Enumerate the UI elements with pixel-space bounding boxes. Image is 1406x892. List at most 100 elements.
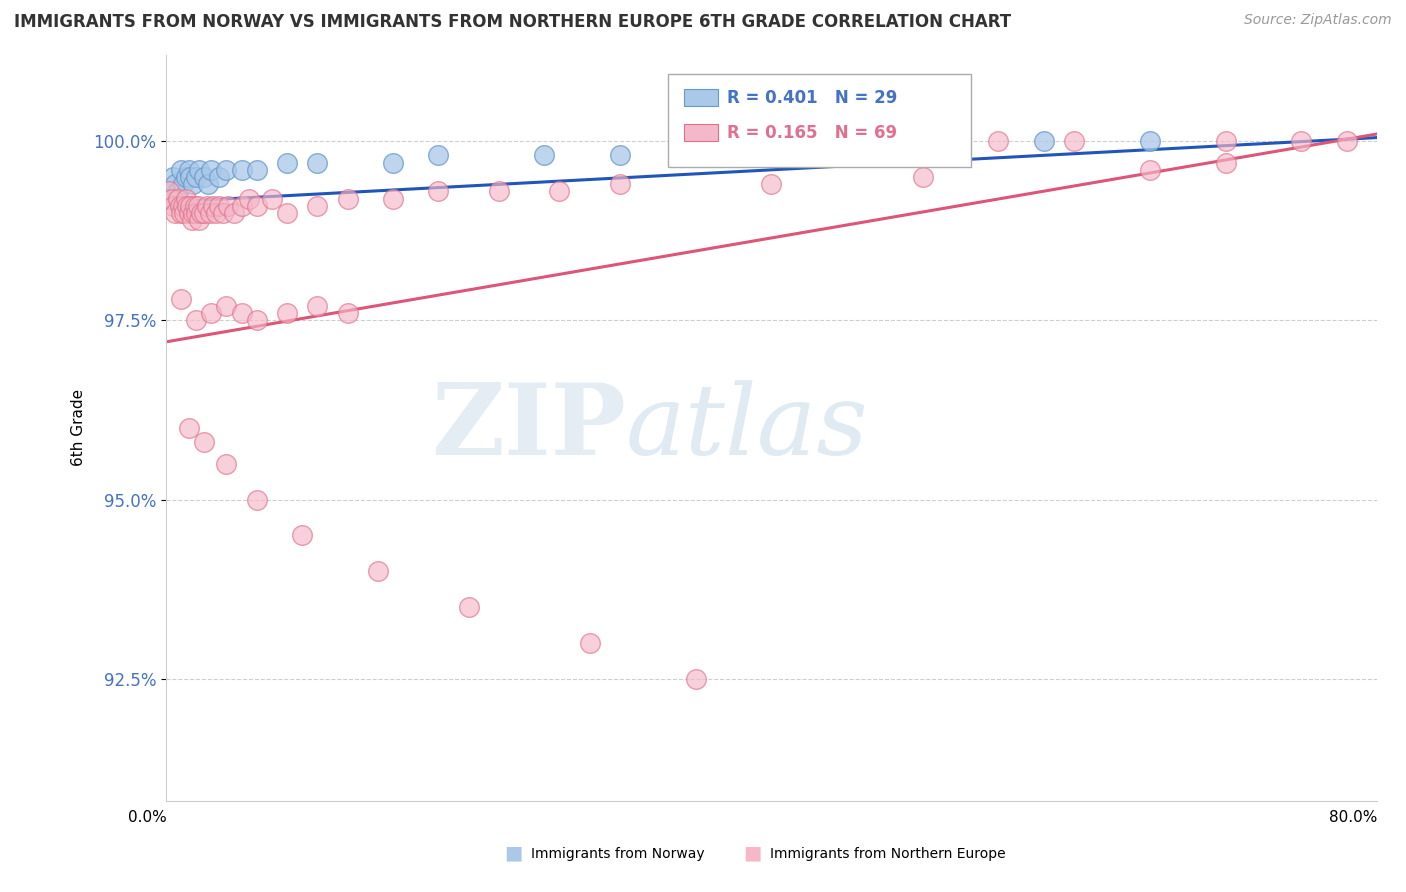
Point xyxy=(177,162,200,177)
Point xyxy=(172,177,194,191)
Point xyxy=(159,192,181,206)
Point xyxy=(238,192,260,206)
Point xyxy=(609,148,631,162)
Point xyxy=(188,213,211,227)
Point xyxy=(172,199,194,213)
Text: Immigrants from Northern Europe: Immigrants from Northern Europe xyxy=(770,847,1007,861)
Point xyxy=(163,206,186,220)
Point xyxy=(188,162,211,177)
Text: 80.0%: 80.0% xyxy=(1329,810,1376,825)
Point xyxy=(183,199,205,213)
Text: ■: ■ xyxy=(503,843,523,862)
Point xyxy=(193,206,215,220)
Point xyxy=(180,213,202,227)
Point xyxy=(835,141,858,155)
Point xyxy=(291,528,314,542)
Point xyxy=(212,206,235,220)
Point xyxy=(761,177,783,191)
Point xyxy=(1289,134,1312,148)
Point xyxy=(231,162,253,177)
Point xyxy=(381,155,404,169)
Point xyxy=(1139,162,1161,177)
Point xyxy=(1032,134,1054,148)
Point xyxy=(730,141,752,155)
Point xyxy=(170,206,193,220)
Point xyxy=(208,169,231,184)
Point xyxy=(1063,134,1085,148)
Point xyxy=(200,306,222,320)
FancyBboxPatch shape xyxy=(685,89,718,106)
Point xyxy=(179,169,201,184)
Point xyxy=(1215,134,1237,148)
Point xyxy=(307,155,329,169)
Point xyxy=(198,206,221,220)
Point xyxy=(246,199,269,213)
Point xyxy=(197,177,219,191)
Point xyxy=(246,313,269,327)
Point xyxy=(170,162,193,177)
Point xyxy=(162,199,184,213)
Point xyxy=(987,134,1010,148)
Point xyxy=(276,155,298,169)
Point xyxy=(457,600,479,615)
Y-axis label: 6th Grade: 6th Grade xyxy=(72,389,86,467)
Point xyxy=(174,192,197,206)
Point xyxy=(157,185,180,199)
Point xyxy=(170,292,193,306)
FancyBboxPatch shape xyxy=(685,125,718,141)
Point xyxy=(367,564,389,578)
Point xyxy=(169,199,191,213)
Point xyxy=(276,206,298,220)
Point xyxy=(205,206,228,220)
Point xyxy=(193,435,215,450)
Point xyxy=(1336,134,1358,148)
Point xyxy=(1215,155,1237,169)
Point xyxy=(533,148,555,162)
Point xyxy=(609,177,631,191)
Point xyxy=(215,162,238,177)
Point xyxy=(208,199,231,213)
Point xyxy=(174,169,197,184)
Point xyxy=(427,148,450,162)
Point xyxy=(222,206,245,220)
Text: IMMIGRANTS FROM NORWAY VS IMMIGRANTS FROM NORTHERN EUROPE 6TH GRADE CORRELATION : IMMIGRANTS FROM NORWAY VS IMMIGRANTS FRO… xyxy=(14,13,1011,31)
Point xyxy=(246,492,269,507)
Point xyxy=(246,162,269,177)
Text: atlas: atlas xyxy=(626,380,869,475)
Point xyxy=(260,192,283,206)
Point xyxy=(911,169,934,184)
FancyBboxPatch shape xyxy=(668,74,972,167)
Point xyxy=(179,199,201,213)
Text: 0.0%: 0.0% xyxy=(128,810,167,825)
Text: ■: ■ xyxy=(742,843,762,862)
Point xyxy=(186,169,208,184)
Point xyxy=(181,206,204,220)
Point xyxy=(187,199,209,213)
Point xyxy=(1139,134,1161,148)
Text: R = 0.165   N = 69: R = 0.165 N = 69 xyxy=(727,124,897,142)
Point xyxy=(488,185,510,199)
Point xyxy=(200,162,222,177)
Point xyxy=(163,177,186,191)
Point xyxy=(162,169,184,184)
Point xyxy=(381,192,404,206)
Point xyxy=(201,199,224,213)
Point xyxy=(186,206,208,220)
Point xyxy=(307,299,329,313)
Point xyxy=(177,206,200,220)
Point xyxy=(276,306,298,320)
Point xyxy=(217,199,239,213)
Point xyxy=(190,206,212,220)
Point xyxy=(215,457,238,471)
Point xyxy=(336,192,359,206)
Point xyxy=(167,192,190,206)
Point xyxy=(231,199,253,213)
Text: ZIP: ZIP xyxy=(432,379,626,476)
Point xyxy=(173,206,195,220)
Point xyxy=(176,199,198,213)
Point xyxy=(195,199,218,213)
Point xyxy=(167,185,190,199)
Point xyxy=(193,169,215,184)
Text: R = 0.401   N = 29: R = 0.401 N = 29 xyxy=(727,88,897,107)
Point xyxy=(177,421,200,435)
